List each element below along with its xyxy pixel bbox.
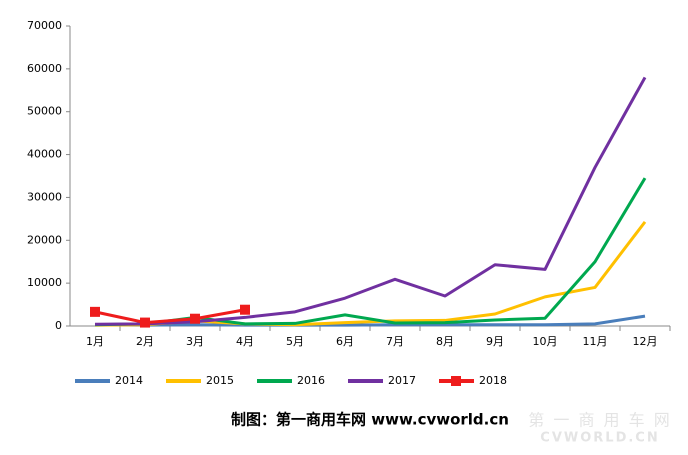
watermark: CVWORLD.CN <box>540 431 659 446</box>
series-line <box>94 177 647 327</box>
watermark: 第 一 商 用 车 网 <box>528 411 671 430</box>
y-tick-label: 30000 <box>27 190 62 203</box>
y-tick-label: 20000 <box>27 233 62 246</box>
marker <box>190 313 200 324</box>
y-tick-label: 40000 <box>27 148 62 161</box>
legend-label: 2018 <box>479 374 507 387</box>
y-tick-label: 0 <box>55 319 62 332</box>
x-tick-label: 2月 <box>136 335 154 348</box>
x-tick-label: 4月 <box>236 335 254 348</box>
y-tick-label: 50000 <box>27 105 62 118</box>
y-tick-label: 70000 <box>27 19 62 32</box>
legend-marker <box>451 376 461 386</box>
x-tick-label: 10月 <box>533 335 558 348</box>
series-line <box>94 308 246 325</box>
y-tick-label: 60000 <box>27 62 62 75</box>
x-tick-label: 9月 <box>486 335 504 348</box>
x-tick-label: 11月 <box>583 335 608 348</box>
marker <box>240 304 250 315</box>
series-line <box>94 220 647 327</box>
x-tick-label: 12月 <box>633 335 658 348</box>
legend-label: 2015 <box>206 374 234 387</box>
y-tick-label: 10000 <box>27 276 62 289</box>
x-tick-label: 1月 <box>86 335 104 348</box>
marker <box>140 317 150 328</box>
legend-label: 2016 <box>297 374 325 387</box>
x-tick-label: 5月 <box>286 335 304 348</box>
legend-label: 2017 <box>388 374 416 387</box>
x-tick-label: 6月 <box>336 335 354 348</box>
x-tick-label: 8月 <box>436 335 454 348</box>
footer: 制图：第一商用车网 www.cvworld.cn <box>231 411 509 429</box>
series-line <box>94 314 646 327</box>
marker <box>90 306 100 317</box>
x-tick-label: 3月 <box>186 335 204 348</box>
legend-label: 2014 <box>115 374 143 387</box>
x-tick-label: 7月 <box>386 335 404 348</box>
series-line <box>94 76 647 326</box>
